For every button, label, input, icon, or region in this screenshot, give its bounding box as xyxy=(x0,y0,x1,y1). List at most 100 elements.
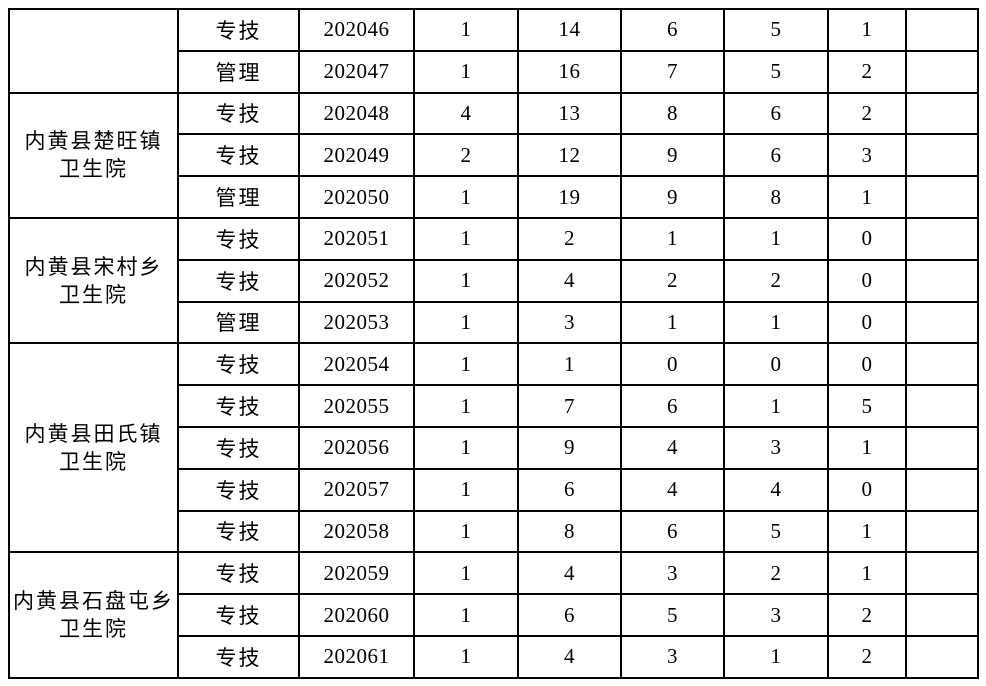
value-cell: 4 xyxy=(620,425,725,470)
table-row: 专技 202058 1 8 6 5 1 xyxy=(9,509,979,554)
value-cell: 19 xyxy=(517,175,622,219)
empty-cell xyxy=(905,467,979,512)
org-name-line: 内黄县楚旺镇 xyxy=(24,129,163,154)
value-cell: 4 xyxy=(517,634,622,679)
org-name-line: 卫生院 xyxy=(59,282,128,307)
position-type-cell: 专技 xyxy=(177,593,300,637)
value-cell: 2 xyxy=(827,49,907,94)
value-cell: 1 xyxy=(620,216,725,261)
position-code-cell: 202058 xyxy=(298,509,415,554)
value-cell: 16 xyxy=(517,49,622,94)
value-cell: 0 xyxy=(723,342,829,387)
value-cell: 2 xyxy=(723,258,829,303)
value-cell: 8 xyxy=(723,175,829,219)
org-name-line: 内黄县石盘屯乡 xyxy=(13,589,174,614)
value-cell: 1 xyxy=(413,300,519,345)
position-code-cell: 202053 xyxy=(298,300,415,345)
table-row: 专技 202060 1 6 5 3 2 xyxy=(9,593,979,637)
value-cell: 0 xyxy=(827,467,907,512)
value-cell: 0 xyxy=(620,342,725,387)
org-name-line: 卫生院 xyxy=(59,157,128,182)
empty-cell xyxy=(905,634,979,679)
value-cell: 1 xyxy=(827,425,907,470)
value-cell: 1 xyxy=(723,300,829,345)
value-cell: 1 xyxy=(827,8,907,52)
position-type-cell: 专技 xyxy=(177,384,300,428)
value-cell: 5 xyxy=(723,509,829,554)
org-name-line: 内黄县宋村乡 xyxy=(24,254,163,279)
value-cell: 1 xyxy=(413,342,519,387)
position-type-cell: 专技 xyxy=(177,509,300,554)
value-cell: 0 xyxy=(827,216,907,261)
value-cell: 1 xyxy=(413,551,519,596)
table-row: 专技 202057 1 6 4 4 0 xyxy=(9,467,979,512)
value-cell: 6 xyxy=(620,384,725,428)
empty-cell xyxy=(905,175,979,219)
value-cell: 3 xyxy=(620,551,725,596)
org-name-line: 内黄县田氏镇 xyxy=(24,421,163,446)
empty-cell xyxy=(905,551,979,596)
position-type-cell: 专技 xyxy=(177,425,300,470)
value-cell: 1 xyxy=(723,634,829,679)
value-cell: 4 xyxy=(723,467,829,512)
value-cell: 3 xyxy=(723,425,829,470)
value-cell: 4 xyxy=(620,467,725,512)
org-name-line: 卫生院 xyxy=(59,617,128,642)
value-cell: 6 xyxy=(723,91,829,136)
position-code-cell: 202059 xyxy=(298,551,415,596)
position-code-cell: 202048 xyxy=(298,91,415,136)
value-cell: 9 xyxy=(517,425,622,470)
org-cell: 内黄县楚旺镇 卫生院 xyxy=(8,91,179,219)
value-cell: 13 xyxy=(517,91,622,136)
value-cell: 6 xyxy=(517,467,622,512)
empty-cell xyxy=(905,216,979,261)
value-cell: 14 xyxy=(517,8,622,52)
position-type-cell: 专技 xyxy=(177,8,300,52)
value-cell: 2 xyxy=(723,551,829,596)
position-code-cell: 202056 xyxy=(298,425,415,470)
position-type-cell: 专技 xyxy=(177,634,300,679)
position-code-cell: 202057 xyxy=(298,467,415,512)
value-cell: 5 xyxy=(723,49,829,94)
empty-cell xyxy=(905,425,979,470)
value-cell: 4 xyxy=(413,91,519,136)
table-row: 管理 202047 1 16 7 5 2 xyxy=(9,49,979,94)
value-cell: 1 xyxy=(413,8,519,52)
value-cell: 12 xyxy=(517,133,622,178)
empty-cell xyxy=(905,91,979,136)
empty-cell xyxy=(905,509,979,554)
table-row: 内黄县楚旺镇 卫生院 专技 202048 4 13 8 6 2 xyxy=(8,91,979,219)
table-row: 专技 202052 1 4 2 2 0 xyxy=(9,258,979,303)
table-row: 专技 202046 1 14 6 5 1 xyxy=(8,8,979,94)
position-type-cell: 专技 xyxy=(177,342,300,387)
org-cell: 内黄县宋村乡 卫生院 xyxy=(8,216,179,345)
value-cell: 7 xyxy=(517,384,622,428)
value-cell: 1 xyxy=(413,509,519,554)
org-name-line: 卫生院 xyxy=(59,449,128,474)
value-cell: 3 xyxy=(723,593,829,637)
org-cell: 内黄县田氏镇 卫生院 xyxy=(8,342,179,554)
value-cell: 7 xyxy=(620,49,725,94)
position-code-cell: 202054 xyxy=(298,342,415,387)
empty-cell xyxy=(905,300,979,345)
value-cell: 1 xyxy=(517,342,622,387)
position-code-cell: 202055 xyxy=(298,384,415,428)
empty-cell xyxy=(905,133,979,178)
org-cell xyxy=(8,8,179,94)
value-cell: 0 xyxy=(827,258,907,303)
empty-cell xyxy=(905,8,979,52)
value-cell: 1 xyxy=(413,634,519,679)
value-cell: 6 xyxy=(620,8,725,52)
position-type-cell: 专技 xyxy=(177,467,300,512)
empty-cell xyxy=(905,258,979,303)
value-cell: 0 xyxy=(827,300,907,345)
position-type-cell: 管理 xyxy=(177,49,300,94)
position-code-cell: 202052 xyxy=(298,258,415,303)
empty-cell xyxy=(905,384,979,428)
value-cell: 4 xyxy=(517,258,622,303)
value-cell: 2 xyxy=(517,216,622,261)
value-cell: 6 xyxy=(517,593,622,637)
table-row: 专技 202061 1 4 3 1 2 xyxy=(9,634,979,679)
table-row: 内黄县宋村乡 卫生院 专技 202051 1 2 1 1 0 xyxy=(8,216,979,345)
position-type-cell: 管理 xyxy=(177,175,300,219)
